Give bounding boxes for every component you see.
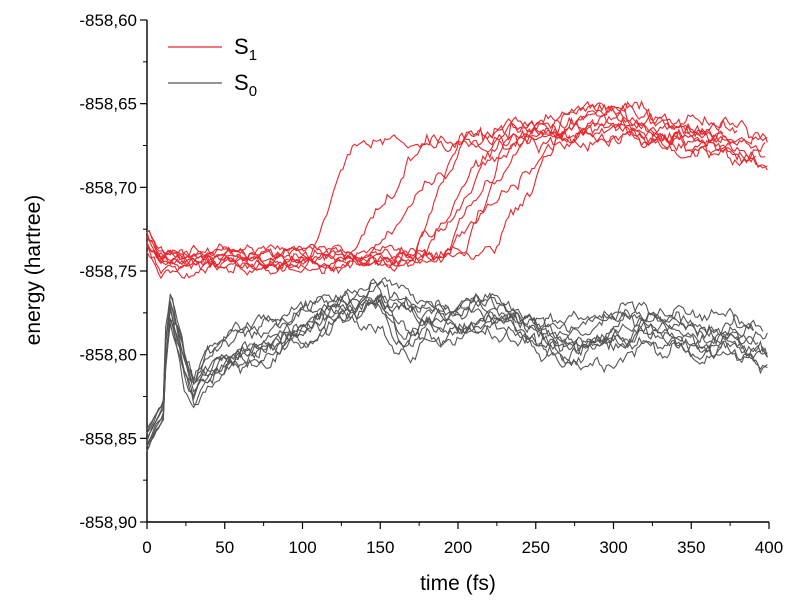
s1-trajectory-line [146, 109, 724, 268]
x-tick-label: 400 [755, 538, 783, 557]
s0-trajectory-line [146, 281, 768, 442]
s0-trajectory-line [146, 294, 768, 452]
s1-trajectory-line [146, 122, 736, 275]
y-axis-title: energy (hartree) [22, 195, 45, 346]
s1-trajectory-line [146, 103, 766, 267]
y-tick-label: -858,65 [79, 95, 137, 114]
x-tick-label: 250 [522, 538, 550, 557]
x-tick-label: 150 [366, 538, 394, 557]
s0-trajectory-line [146, 278, 754, 430]
y-tick-label: -858,85 [79, 429, 137, 448]
s1-trajectory-line [146, 102, 738, 265]
x-tick-label: 100 [288, 538, 316, 557]
s0-trajectory-line [146, 293, 754, 440]
x-axis-title: time (fs) [420, 572, 496, 595]
x-tick-label: 50 [215, 538, 234, 557]
s1-trajectory-line [146, 113, 768, 276]
legend-label-s0: S0 [234, 70, 257, 100]
legend-label-s1: S1 [234, 34, 257, 64]
y-tick-label: -858,90 [79, 513, 137, 532]
x-tick-label: 300 [599, 538, 627, 557]
x-tick-label: 0 [142, 538, 151, 557]
y-tick-label: -858,80 [79, 346, 137, 365]
x-tick-label: 200 [444, 538, 472, 557]
y-axis: -858,90 -858,85 -858,80 -858,75 -858,70 -858,… [79, 11, 147, 532]
s1-trajectory-line [146, 99, 768, 263]
y-tick-label: -858,60 [79, 11, 137, 30]
series-layer [146, 99, 768, 452]
y-tick-label: -858,75 [79, 262, 137, 281]
x-axis: 0 50 100 150 200 250 300 350 400 [142, 522, 783, 557]
y-tick-label: -858,70 [79, 178, 137, 197]
legend: S1 S0 [168, 34, 257, 100]
x-tick-label: 350 [677, 538, 705, 557]
plot-frame [146, 20, 769, 523]
s1-trajectory-line [146, 104, 757, 272]
